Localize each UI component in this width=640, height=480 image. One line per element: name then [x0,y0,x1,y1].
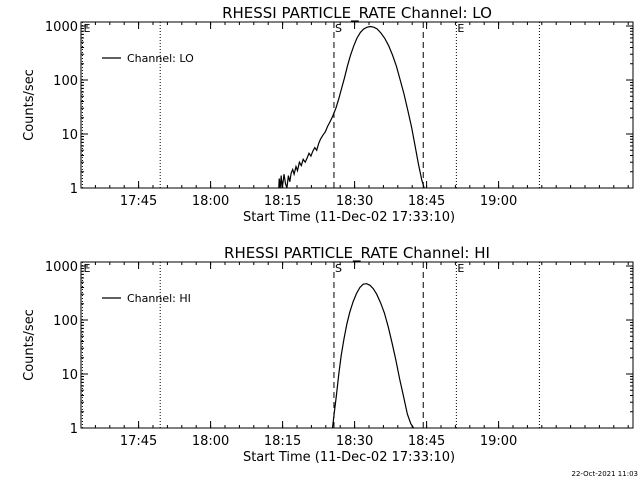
chart-panel-2: RHESSI PARTICLE_RATE Channel: HI 1 10 100 10… [22,244,634,465]
footer-timestamp: 22-Oct-2021 11:03 [571,470,638,478]
x-tick-label: 18:15 [264,434,301,449]
x-tick-label: 18:30 [336,194,373,209]
y-axis-label: Counts/sec [22,309,37,381]
x-tick-label: 18:15 [264,194,301,209]
x-tick-label: 18:45 [408,434,445,449]
x-tick-label: 17:45 [120,434,157,449]
plot-frame [80,261,634,429]
y-tick-label: 10 [61,368,78,383]
x-tick-label: 19:00 [480,434,517,449]
y-tick-label: 100 [53,74,78,89]
marker-label: E [83,22,90,35]
y-tick-label: 100 [53,314,78,329]
y-tick-label: 1000 [45,20,78,35]
chart-title: RHESSI PARTICLE_RATE Channel: HI [224,244,490,263]
marker-label: S [335,262,342,275]
y-axis-label: Counts/sec [22,69,37,141]
y-tick-label: 1 [70,182,78,197]
x-tick-label: 18:30 [336,434,373,449]
series-line [278,25,425,189]
marker-label: S [335,22,342,35]
chart-panel-1: RHESSI PARTICLE_RATE Channel: LO 1 10 100 10… [22,4,634,225]
x-axis-label: Start Time (11-Dec-02 17:33:10) [243,210,455,225]
y-tick-label: 10 [61,128,78,143]
x-tick-label: 19:00 [480,194,517,209]
plot-frame [80,21,634,189]
x-tick-label: 18:45 [408,194,445,209]
legend-label: Channel: HI [127,292,191,305]
x-tick-label: 18:00 [192,194,229,209]
marker-label: E [457,262,464,275]
y-tick-label: 1 [70,422,78,437]
y-tick-label: 1000 [45,260,78,275]
series-line [331,283,415,429]
legend-label: Channel: LO [127,52,194,65]
marker-label: E [83,262,90,275]
x-axis-label: Start Time (11-Dec-02 17:33:10) [243,450,455,465]
x-tick-label: 18:00 [192,434,229,449]
marker-label: E [457,22,464,35]
chart-title: RHESSI PARTICLE_RATE Channel: LO [222,4,492,23]
x-tick-label: 17:45 [120,194,157,209]
